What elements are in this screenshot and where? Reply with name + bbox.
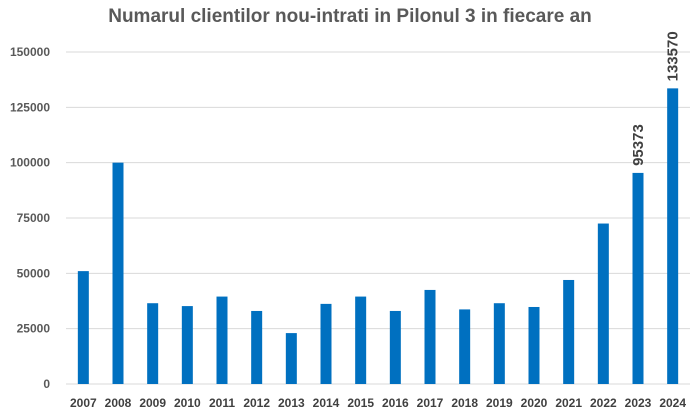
x-tick-label: 2007 [70, 396, 97, 410]
x-tick-label: 2020 [521, 396, 548, 410]
bar-2022 [597, 223, 609, 384]
y-tick-label: 50000 [17, 266, 51, 280]
data-label-2023: 95373 [630, 124, 647, 166]
x-tick-label: 2008 [105, 396, 132, 410]
grid-layer [66, 51, 690, 385]
bar-2008 [112, 162, 124, 384]
bar-2012 [251, 310, 263, 384]
x-tick-label: 2018 [451, 396, 478, 410]
bars-layer [77, 88, 679, 385]
x-tick-label: 2017 [417, 396, 444, 410]
bar-2017 [424, 289, 436, 384]
bar-2020 [528, 306, 540, 384]
y-tick-label: 75000 [17, 211, 51, 225]
bar-2019 [493, 303, 505, 384]
bar-2023 [632, 172, 644, 384]
bar-2015 [355, 296, 367, 384]
data-label-2024: 133570 [665, 31, 682, 81]
x-tick-label: 2012 [243, 396, 270, 410]
bar-2021 [563, 279, 575, 384]
x-tick-label: 2015 [347, 396, 374, 410]
x-tick-label: 2011 [209, 396, 235, 410]
x-tick-label: 2022 [590, 396, 617, 410]
y-tick-label: 25000 [17, 322, 51, 336]
bar-2024 [667, 88, 679, 385]
x-tick-label: 2023 [625, 396, 652, 410]
bar-2018 [459, 309, 471, 384]
bar-2013 [285, 333, 297, 384]
bar-2007 [77, 271, 89, 384]
y-tick-label: 100000 [10, 156, 50, 170]
x-tick-label: 2009 [139, 396, 166, 410]
y-axis-ticks: 0 25000 50000 75000 100000 125000 150000 [10, 45, 50, 391]
x-axis-ticks: 2007 2008 2009 2010 2011 2012 2013 2014 2015 2016… [70, 396, 686, 410]
bar-2009 [147, 303, 159, 384]
x-tick-label: 2013 [278, 396, 305, 410]
x-tick-label: 2014 [313, 396, 340, 410]
x-tick-label: 2016 [382, 396, 409, 410]
y-tick-label: 0 [43, 377, 50, 391]
bar-2011 [216, 296, 228, 384]
y-tick-label: 150000 [10, 45, 50, 59]
chart-title: Numarul clientilor nou-intrati in Pilonu… [108, 6, 592, 27]
x-tick-label: 2021 [555, 396, 582, 410]
x-tick-label: 2024 [659, 396, 686, 410]
y-tick-label: 125000 [10, 100, 50, 114]
x-tick-label: 2010 [174, 396, 201, 410]
bar-2016 [389, 310, 401, 384]
bar-2014 [320, 303, 332, 384]
data-labels-layer: 95373 133570 [630, 31, 682, 166]
bar-2010 [181, 306, 193, 384]
x-tick-label: 2019 [486, 396, 513, 410]
